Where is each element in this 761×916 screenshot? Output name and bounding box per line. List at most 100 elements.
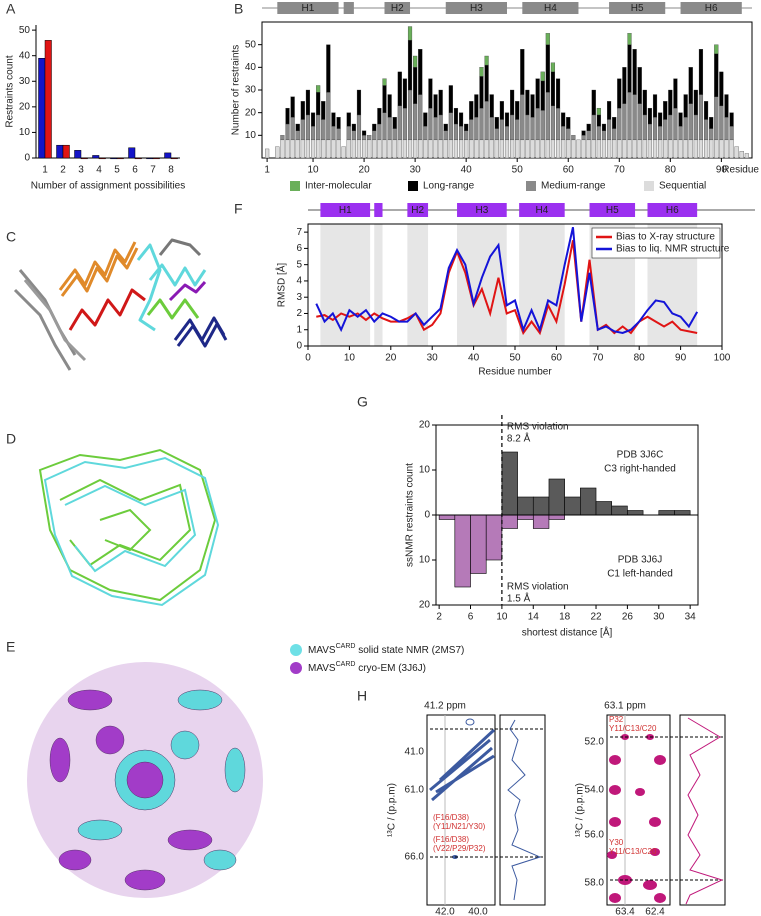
frame	[426, 714, 496, 906]
bar-segment	[607, 101, 612, 120]
bar-segment	[535, 78, 540, 109]
contour	[650, 848, 660, 856]
bar	[134, 157, 142, 160]
x-tick-label: 1	[42, 165, 48, 176]
y-axis-label: Number of restraints	[231, 45, 242, 136]
y-axis-label: RMSD [Å]	[275, 263, 288, 308]
bar	[128, 147, 136, 159]
bar	[92, 155, 100, 159]
bar-segment	[739, 151, 744, 159]
bar-segment	[494, 128, 499, 141]
helix	[49, 737, 71, 783]
bar-segment	[382, 112, 387, 141]
legend-text: MAVSCARD solid state NMR (2MS7)	[308, 643, 464, 656]
bar	[170, 157, 178, 160]
bar-segment	[683, 139, 688, 159]
legend-text: CARD	[336, 643, 356, 650]
bar-segment	[464, 130, 469, 141]
contour	[649, 817, 661, 827]
bar-segment	[316, 85, 321, 93]
bar-segment	[647, 139, 652, 159]
bar-segment	[407, 26, 413, 41]
bar-segment	[331, 112, 336, 127]
helix	[384, 2, 411, 14]
helix-label: H3	[475, 205, 488, 216]
bar-segment	[321, 119, 326, 141]
ensemble	[64, 484, 197, 573]
bar-segment	[510, 89, 515, 116]
bar-segment	[566, 117, 571, 129]
bar-segment	[566, 128, 571, 141]
bar-segment	[326, 139, 331, 159]
contour	[609, 893, 621, 903]
spectrum-right: 63.1 ppm P32 Y11/C13/C20 Y30 Y11/C13/C20…	[575, 701, 726, 916]
annotation: (F16/D38)	[433, 813, 469, 822]
helix-label: H6	[666, 205, 679, 216]
annotation: P32	[609, 715, 624, 724]
bar-segment	[668, 114, 673, 141]
bar-segment	[418, 49, 423, 95]
bar-segment	[469, 101, 474, 120]
bar-segment	[392, 139, 397, 159]
series-label: PDB 3J6J	[618, 555, 662, 566]
bar-segment	[285, 139, 290, 159]
y-tick-label: 0	[296, 341, 302, 352]
bar-segment	[540, 110, 545, 141]
bar-segment	[407, 139, 413, 159]
bar-segment	[612, 128, 617, 141]
helix	[95, 725, 125, 755]
contour	[429, 728, 496, 802]
bar-segment	[474, 94, 479, 118]
bar-segment	[458, 126, 464, 141]
bar-segment	[443, 139, 448, 159]
helix	[320, 203, 371, 217]
histogram-bar	[532, 514, 550, 529]
legend-text: CARD	[336, 661, 356, 668]
x-tick-label: 60	[563, 165, 575, 176]
bar-segment	[453, 107, 459, 125]
bar-segment	[392, 117, 397, 129]
bar-segment	[387, 94, 392, 118]
bar-segment	[484, 64, 489, 102]
bar-segment	[321, 139, 326, 159]
bar-segment	[479, 67, 484, 77]
bar-segment	[362, 130, 367, 136]
helix	[68, 288, 146, 331]
y-tick-label: 50	[245, 39, 257, 50]
panel-label: G	[357, 394, 368, 410]
bar-segment	[709, 117, 714, 129]
bar-segment	[601, 139, 607, 159]
ensemble	[43, 456, 220, 607]
bar-segment	[362, 139, 367, 159]
x-tick-label: 10	[307, 165, 319, 176]
bar-segment	[346, 139, 351, 159]
bar-segment	[356, 139, 362, 159]
histogram-bar	[532, 496, 550, 516]
contour	[654, 893, 666, 903]
bar-segment	[489, 139, 494, 159]
bar-segment	[392, 128, 397, 141]
legend-label: Sequential	[659, 181, 706, 192]
bar-segment	[525, 114, 530, 141]
bar-segment	[601, 123, 607, 131]
bar-segment	[535, 139, 540, 159]
bar-segment	[658, 139, 663, 159]
bar-segment	[479, 76, 484, 109]
x-tick-label: 10	[344, 353, 356, 364]
bar-segment	[367, 135, 372, 141]
bar-segment	[601, 130, 607, 141]
bar-segment	[346, 126, 351, 141]
bar-segment	[316, 139, 321, 159]
x-tick-label: 1	[264, 165, 270, 176]
bar-segment	[622, 139, 627, 159]
bar-segment	[418, 139, 423, 159]
histogram-bar	[595, 501, 613, 516]
y-tick-label: 7	[296, 227, 302, 238]
spectrum-left: 41.2 ppm (F16/D38) (Y11/N21/Y30) (F16/D3…	[387, 701, 546, 916]
bar-segment	[632, 139, 637, 159]
trace	[507, 719, 542, 901]
bar-segment	[622, 67, 627, 104]
bar-segment	[407, 39, 413, 91]
bar-segment	[489, 117, 494, 141]
